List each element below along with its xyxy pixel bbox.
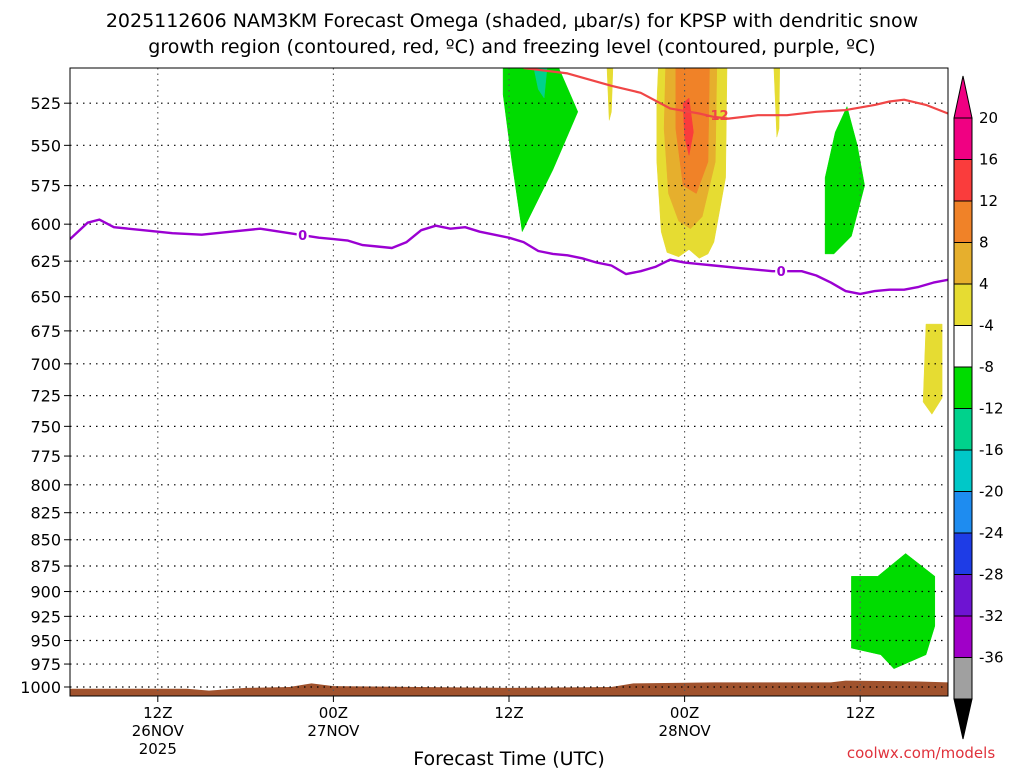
freezing-level-line <box>70 218 948 296</box>
colorbar-segment-11 <box>953 574 973 617</box>
colorbar-label-9: -20 <box>979 483 1004 501</box>
colorbar-label-3: 8 <box>979 234 989 252</box>
y-tick-label-1000: 1000 <box>20 678 61 697</box>
y-tick-label-950: 950 <box>30 632 61 651</box>
x-tick-label-54: 12Z <box>846 704 875 722</box>
y-tick-label-550: 550 <box>30 136 61 155</box>
credit-text: coolwx.com/models <box>847 744 995 762</box>
y-tick-label-800: 800 <box>30 476 61 495</box>
y-tick-label-525: 525 <box>30 94 61 113</box>
colorbar-label-12: -32 <box>979 607 1004 625</box>
freezing-label-bg-0 <box>296 227 309 242</box>
y-tick-label-575: 575 <box>30 177 61 196</box>
x-tick-date-18: 27NOV <box>307 722 360 740</box>
pressure-axis: 525 550 575 600 625 650 675 700 725 750 775 800 825 8… <box>20 94 70 697</box>
freezing-level-label-1: 0 <box>777 265 786 280</box>
x-tick-label-18: 00Z <box>319 704 348 722</box>
colorbar-segment-1 <box>953 159 973 202</box>
colorbar-segment-13 <box>953 657 973 700</box>
x-tick-year-6: 2025 <box>139 740 177 758</box>
y-tick-label-700: 700 <box>30 355 61 374</box>
colorbar-segment-2 <box>953 200 973 243</box>
y-tick-label-750: 750 <box>30 417 61 436</box>
y-tick-label-625: 625 <box>30 252 61 271</box>
omega-region-1 <box>533 68 548 99</box>
colorbar-label-6: -8 <box>979 358 994 376</box>
x-tick-date-6: 26NOV <box>132 722 185 740</box>
colorbar-segment-0 <box>953 117 973 160</box>
colorbar-label-0: 20 <box>979 109 998 127</box>
chart-title-line-1: 2025112606 NAM3KM Forecast Omega (shaded… <box>106 10 918 32</box>
colorbar-label-1: 16 <box>979 151 998 169</box>
y-tick-label-825: 825 <box>30 504 61 523</box>
colorbar-label-5: -4 <box>979 317 994 335</box>
colorbar-label-4: 4 <box>979 275 989 293</box>
y-tick-label-850: 850 <box>30 531 61 550</box>
omega-region-0 <box>502 68 579 233</box>
colorbar: 20 16 12 8 4 -4 -8 -12 -16 -20 -24 -28 -32 -36 <box>953 75 1004 740</box>
colorbar-label-2: 12 <box>979 192 998 210</box>
y-tick-label-725: 725 <box>30 387 61 406</box>
colorbar-label-7: -12 <box>979 400 1004 418</box>
contour-layer: -12 0 0 <box>70 68 948 296</box>
x-tick-label-30: 12Z <box>494 704 523 722</box>
colorbar-label-13: -36 <box>979 649 1004 667</box>
colorbar-segment-9 <box>953 491 973 534</box>
chart-title-line-2: growth region (contoured, red, ºC) and f… <box>148 36 875 58</box>
colorbar-segment-7 <box>953 408 973 451</box>
y-tick-label-775: 775 <box>30 447 61 466</box>
x-tick-label-42: 00Z <box>670 704 699 722</box>
colorbar-segment-12 <box>953 615 973 658</box>
colorbar-segment-5 <box>953 325 973 368</box>
x-tick-date-42: 28NOV <box>659 722 712 740</box>
x-axis-title: Forecast Time (UTC) <box>413 748 604 768</box>
terrain-fill <box>70 680 948 696</box>
y-tick-label-900: 900 <box>30 583 61 602</box>
dgz-contour-line <box>523 68 948 120</box>
omega-region-10 <box>851 553 936 669</box>
colorbar-segment-4 <box>953 283 973 326</box>
omega-region-7 <box>773 68 780 138</box>
colorbar-under-triangle <box>953 698 973 740</box>
y-tick-label-975: 975 <box>30 655 61 674</box>
omega-region-2 <box>606 68 614 121</box>
colorbar-segment-8 <box>953 449 973 492</box>
freezing-label-bg-1 <box>775 263 788 278</box>
y-tick-label-675: 675 <box>30 322 61 341</box>
y-tick-label-875: 875 <box>30 557 61 576</box>
colorbar-label-8: -16 <box>979 441 1004 459</box>
colorbar-label-11: -28 <box>979 566 1004 584</box>
colorbar-segment-6 <box>953 366 973 409</box>
y-tick-label-925: 925 <box>30 607 61 626</box>
terrain-layer <box>70 680 948 696</box>
colorbar-segment-10 <box>953 532 973 575</box>
omega-region-9 <box>922 323 943 415</box>
y-tick-label-600: 600 <box>30 215 61 234</box>
y-tick-label-650: 650 <box>30 288 61 307</box>
dgz-contour-label: -12 <box>705 109 729 124</box>
grid-layer <box>70 68 948 696</box>
freezing-level-label-0: 0 <box>298 229 307 244</box>
x-tick-label-6: 12Z <box>143 704 172 722</box>
colorbar-label-10: -24 <box>979 524 1004 542</box>
colorbar-segment-3 <box>953 242 973 285</box>
